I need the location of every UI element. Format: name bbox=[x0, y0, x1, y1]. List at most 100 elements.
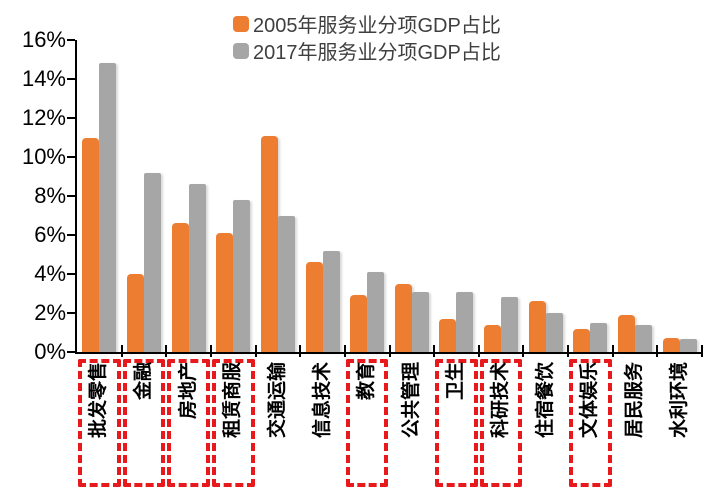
bar-group bbox=[389, 40, 434, 352]
x-tick-mark bbox=[343, 345, 346, 357]
x-category-label: 信息技术 bbox=[311, 362, 333, 439]
x-category-cell: 住宿餐饮 bbox=[523, 358, 568, 490]
y-axis-line bbox=[75, 40, 77, 354]
x-tick-mark bbox=[522, 345, 525, 357]
y-tick-mark bbox=[67, 39, 75, 41]
highlight-dashed-box bbox=[569, 359, 612, 487]
bar-2005 bbox=[573, 328, 591, 352]
x-category-label: 公共管理 bbox=[400, 362, 422, 439]
bar-2005 bbox=[171, 223, 189, 352]
x-category-cell: 教育 bbox=[345, 358, 390, 490]
y-tick-label: 12% bbox=[21, 105, 66, 130]
x-tick-mark bbox=[165, 345, 168, 357]
bar-2005 bbox=[260, 135, 278, 352]
x-axis-category-labels: 批发零售 金融 房地产 租赁商服 交通运输 信息技术 教育 公共管理 卫生 科研技术 住宿餐饮 文体娱… bbox=[77, 358, 702, 490]
x-tick-mark bbox=[567, 345, 570, 357]
y-tick-label: 0% bbox=[34, 339, 66, 364]
bar-2017 bbox=[501, 297, 519, 352]
highlight-dashed-box bbox=[211, 359, 255, 487]
legend-label-2017: 2017年服务业分项GDP占比 bbox=[253, 42, 501, 64]
highlight-dashed-box bbox=[479, 359, 523, 487]
highlight-dashed-box bbox=[435, 359, 478, 487]
bar-group bbox=[122, 40, 167, 352]
bar-2017 bbox=[456, 291, 474, 352]
bar-2005 bbox=[618, 314, 635, 352]
x-category-cell: 水利环境 bbox=[657, 358, 702, 490]
y-tick-label: 2% bbox=[34, 300, 66, 325]
x-category-cell: 卫生 bbox=[434, 358, 479, 490]
x-category-label: 居民服务 bbox=[624, 362, 645, 439]
x-tick-mark bbox=[254, 345, 257, 357]
bar-group bbox=[613, 40, 658, 352]
bar-group bbox=[345, 40, 390, 352]
x-category-cell: 金融 bbox=[122, 358, 167, 490]
x-tick-mark bbox=[209, 345, 212, 357]
bar-group bbox=[657, 40, 702, 352]
bar-2005 bbox=[394, 283, 412, 352]
x-category-cell: 租赁商服 bbox=[211, 358, 256, 490]
bar-group bbox=[77, 40, 122, 352]
bar-2005 bbox=[216, 233, 234, 352]
bar-2017 bbox=[679, 339, 697, 352]
bar-2017 bbox=[188, 184, 206, 352]
x-tick-mark bbox=[701, 345, 703, 357]
bar-2017 bbox=[233, 199, 251, 352]
x-category-cell: 科研技术 bbox=[479, 358, 524, 490]
x-category-label: 住宿餐饮 bbox=[534, 362, 556, 439]
x-tick-mark bbox=[299, 345, 302, 357]
y-tick-mark bbox=[67, 156, 75, 158]
bar-group bbox=[166, 40, 211, 352]
bar-2017 bbox=[590, 322, 608, 352]
y-tick-mark bbox=[67, 234, 75, 236]
y-tick-mark bbox=[67, 78, 75, 80]
x-category-cell: 公共管理 bbox=[389, 358, 434, 490]
bar-group bbox=[211, 40, 256, 352]
bar-group bbox=[434, 40, 479, 352]
y-tick-label: 14% bbox=[21, 66, 66, 91]
x-category-label: 金融 bbox=[132, 362, 154, 401]
bar-2017 bbox=[143, 172, 161, 352]
legend-item-2017: 2017年服务业分项GDP占比 bbox=[233, 37, 501, 64]
bar-group bbox=[300, 40, 345, 352]
x-tick-mark bbox=[388, 345, 391, 357]
legend-swatch-2005 bbox=[233, 15, 249, 32]
y-tick-mark bbox=[67, 273, 75, 275]
bar-2005 bbox=[350, 295, 368, 352]
y-tick-mark bbox=[67, 312, 75, 314]
bar-2017 bbox=[635, 324, 652, 352]
x-category-cell: 居民服务 bbox=[613, 358, 658, 490]
x-category-label: 交通运输 bbox=[266, 362, 288, 439]
bar-2005 bbox=[126, 274, 144, 352]
bar-group bbox=[523, 40, 568, 352]
x-category-label: 租赁商服 bbox=[222, 362, 244, 439]
x-tick-mark bbox=[656, 345, 659, 357]
y-tick-label: 4% bbox=[34, 261, 66, 286]
bar-2005 bbox=[305, 262, 323, 352]
x-category-label: 科研技术 bbox=[490, 362, 512, 439]
highlight-dashed-box bbox=[167, 359, 210, 487]
bar-group bbox=[568, 40, 613, 352]
highlight-dashed-box bbox=[122, 359, 166, 487]
bar-2005 bbox=[484, 324, 502, 352]
bar-2005 bbox=[439, 318, 457, 352]
legend-swatch-2017 bbox=[233, 42, 249, 59]
x-category-label: 批发零售 bbox=[88, 362, 110, 439]
y-tick-label: 8% bbox=[34, 183, 66, 208]
bar-2005 bbox=[82, 137, 100, 352]
bar-2017 bbox=[99, 63, 117, 352]
x-tick-mark bbox=[611, 345, 614, 357]
chart-legend: 2005年服务业分项GDP占比 2017年服务业分项GDP占比 bbox=[233, 10, 501, 64]
x-category-cell: 批发零售 bbox=[77, 358, 122, 490]
x-category-label: 文体娱乐 bbox=[579, 362, 601, 439]
x-tick-mark bbox=[477, 345, 480, 357]
legend-item-2005: 2005年服务业分项GDP占比 bbox=[233, 10, 501, 37]
highlight-dashed-box bbox=[345, 359, 389, 487]
x-category-label: 水利环境 bbox=[668, 362, 690, 439]
x-category-label: 房地产 bbox=[177, 362, 199, 420]
x-category-label: 教育 bbox=[356, 362, 378, 401]
plot-area bbox=[77, 40, 702, 352]
x-category-cell: 房地产 bbox=[166, 358, 211, 490]
bar-2017 bbox=[367, 272, 385, 352]
legend-label-2005: 2005年服务业分项GDP占比 bbox=[253, 15, 501, 37]
